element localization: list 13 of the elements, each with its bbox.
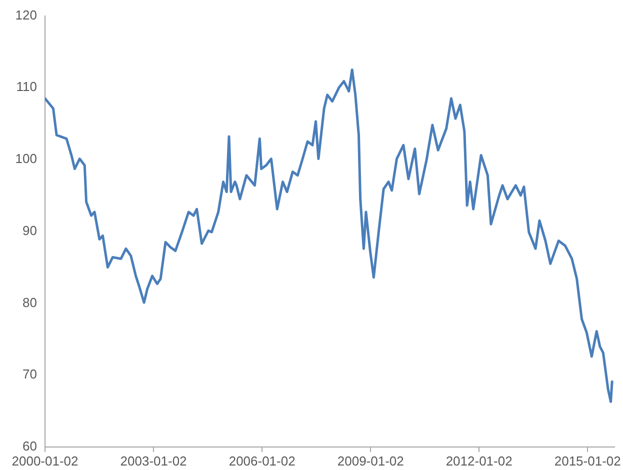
y-tick-label: 120 [15,7,37,22]
y-tick-label: 60 [22,438,37,454]
x-tick-label: 2000-01-02 [12,453,78,468]
x-tick-label: 2015-01-02 [554,453,621,468]
y-tick-label: 80 [22,294,37,310]
x-tick-label: 2012-01-02 [446,453,512,468]
y-tick-label: 110 [16,79,37,94]
y-tick-label: 100 [15,151,37,166]
x-tick-label: 2003-01-02 [120,453,187,468]
x-tick-label: 2006-01-02 [228,453,296,468]
y-tick-label: 70 [22,366,37,382]
x-tick-label: 2009-01-02 [337,453,404,468]
y-tick-label: 90 [22,222,37,238]
